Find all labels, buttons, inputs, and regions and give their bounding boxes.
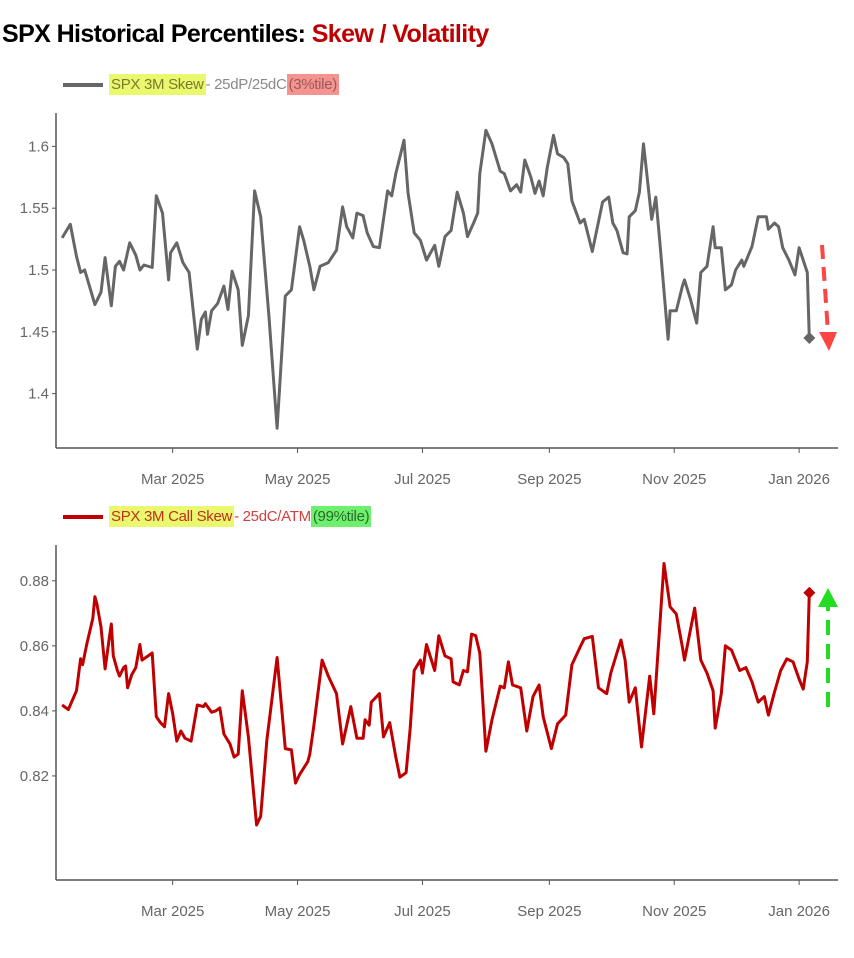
- x-tick-label: Mar 2025: [141, 903, 204, 920]
- x-tick-label: Mar 2025: [141, 471, 204, 488]
- y-tick-label: 1.55: [20, 200, 49, 217]
- legend-call-skew: SPX 3M Call Skew - 25dC/ATM (99%tile): [63, 506, 372, 527]
- last-value-marker: [803, 586, 816, 599]
- x-tick-label: Sep 2025: [517, 903, 581, 920]
- y-tick-label: 1.4: [28, 386, 49, 403]
- x-tick-label: May 2025: [265, 903, 331, 920]
- x-tick-label: Nov 2025: [642, 903, 706, 920]
- last-value-marker: [803, 331, 816, 344]
- up-arrow-head: [818, 588, 838, 607]
- x-tick-label: May 2025: [265, 471, 331, 488]
- legend-series-desc: - 25dC/ATM: [234, 508, 311, 525]
- series-line: [60, 128, 811, 430]
- x-tick-label: Nov 2025: [642, 471, 706, 488]
- legend-series-name: SPX 3M Call Skew: [109, 506, 235, 527]
- y-tick-label: 1.6: [28, 138, 49, 155]
- y-tick-label: 0.86: [20, 638, 49, 655]
- skew-chart: 1.6 1.55 1.5 1.45 1.4 Mar 2025 May 2025 Jul 202…: [20, 113, 838, 488]
- title-main: SPX Historical Percentiles:: [2, 20, 312, 48]
- down-arrow-head: [819, 332, 837, 351]
- x-tick-label: Jul 2025: [394, 471, 451, 488]
- down-arrow-shaft: [820, 244, 830, 333]
- y-tick-label: 1.5: [28, 262, 49, 279]
- x-tick-label: Jul 2025: [394, 903, 451, 920]
- y-tick-label: 1.45: [20, 324, 49, 341]
- page-title: SPX Historical Percentiles: Skew / Volat…: [2, 20, 489, 49]
- x-tick-label: Jan 2026: [768, 903, 830, 920]
- y-tick-label: 0.84: [20, 703, 49, 720]
- x-tick-label: Jan 2026: [768, 471, 830, 488]
- x-tick-label: Sep 2025: [517, 471, 581, 488]
- legend-percentile-badge: (99%tile): [310, 506, 372, 527]
- series-line: [61, 562, 811, 827]
- legend-swatch-skew: [63, 82, 103, 87]
- legend-skew: SPX 3M Skew - 25dP/25dC (3%tile): [63, 74, 339, 95]
- y-tick-label: 0.82: [20, 768, 49, 785]
- legend-swatch-call-skew: [63, 514, 103, 519]
- legend-percentile-badge: (3%tile): [286, 74, 339, 95]
- legend-series-desc: - 25dP/25dC: [205, 76, 287, 93]
- legend-series-name: SPX 3M Skew: [109, 74, 206, 95]
- title-accent: Skew / Volatility: [311, 20, 490, 48]
- call-skew-chart: 0.88 0.86 0.84 0.82 Mar 2025 May 2025 Jul 2025…: [20, 545, 838, 920]
- y-tick-label: 0.88: [20, 573, 49, 590]
